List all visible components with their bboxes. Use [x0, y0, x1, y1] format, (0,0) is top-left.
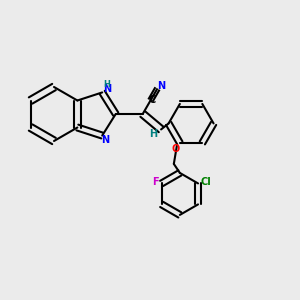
Text: H: H — [103, 80, 110, 89]
Text: N: N — [158, 81, 166, 91]
Text: C: C — [149, 95, 156, 105]
Text: Cl: Cl — [200, 177, 211, 187]
Text: O: O — [171, 144, 179, 154]
Text: N: N — [101, 135, 109, 145]
Text: N: N — [103, 84, 111, 94]
Text: F: F — [152, 177, 159, 187]
Text: H: H — [149, 129, 158, 139]
